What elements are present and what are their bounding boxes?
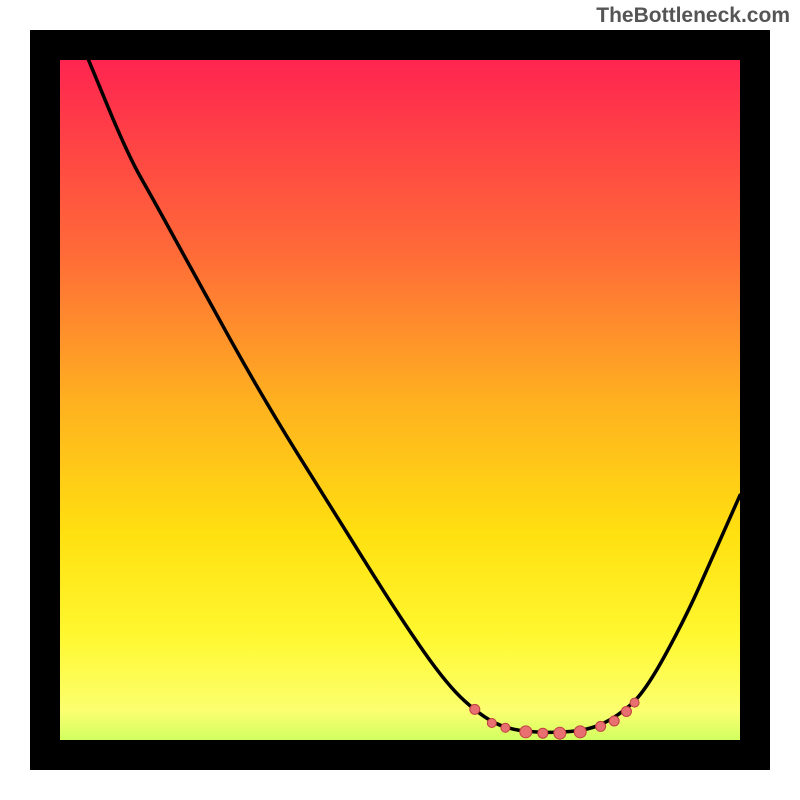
bottleneck-chart — [30, 30, 770, 770]
chart-container: TheBottleneck.com — [0, 0, 800, 800]
watermark-text: TheBottleneck.com — [596, 4, 790, 28]
chart-area — [30, 30, 770, 770]
